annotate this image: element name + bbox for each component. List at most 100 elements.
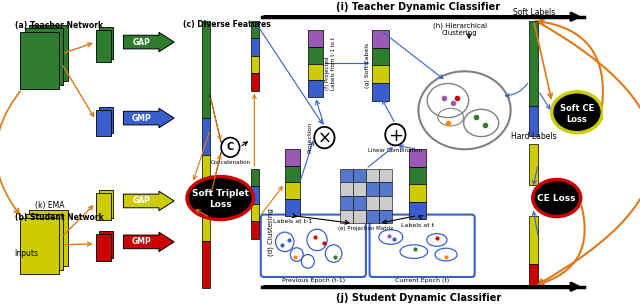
Text: GAP: GAP	[132, 38, 150, 47]
Bar	[99, 27, 113, 59]
Bar	[29, 210, 68, 266]
Text: GAP: GAP	[132, 196, 150, 206]
Bar	[366, 182, 379, 196]
Bar	[409, 184, 426, 202]
Bar	[285, 199, 300, 216]
Bar	[340, 210, 353, 223]
Bar	[285, 182, 300, 199]
Bar	[340, 182, 353, 196]
Text: (j) Student Dynamic Classifier: (j) Student Dynamic Classifier	[336, 292, 501, 302]
Bar	[96, 193, 111, 220]
Bar	[366, 210, 379, 223]
Bar	[251, 204, 259, 221]
Text: (d) Clustering: (d) Clustering	[268, 208, 274, 256]
Text: Labels at t: Labels at t	[401, 223, 434, 228]
Text: GMP: GMP	[131, 237, 151, 246]
Bar	[20, 218, 59, 274]
Bar	[409, 202, 426, 219]
Bar	[529, 144, 538, 185]
Bar	[251, 169, 259, 186]
Bar	[251, 21, 259, 38]
Bar	[372, 30, 389, 48]
Bar	[353, 210, 366, 223]
Text: C: C	[227, 142, 234, 152]
Bar	[202, 241, 210, 288]
Text: GMP: GMP	[131, 114, 151, 123]
Ellipse shape	[532, 179, 580, 216]
Bar	[353, 169, 366, 182]
Text: (k) EMA: (k) EMA	[35, 201, 65, 210]
Bar	[308, 80, 323, 97]
Text: (g) Soft Labels: (g) Soft Labels	[365, 43, 371, 88]
Text: (h) Hierarchical
Clustering: (h) Hierarchical Clustering	[433, 22, 487, 36]
Bar	[409, 167, 426, 184]
Text: Previous Epoch (t-1): Previous Epoch (t-1)	[282, 278, 345, 283]
Bar	[409, 149, 426, 167]
Bar	[251, 73, 259, 91]
Text: CE Loss: CE Loss	[538, 194, 576, 202]
Bar	[99, 107, 113, 133]
Bar	[353, 196, 366, 210]
Bar	[25, 28, 63, 85]
Bar	[366, 196, 379, 210]
Bar	[99, 231, 113, 258]
Bar	[251, 186, 259, 204]
Bar	[379, 182, 392, 196]
Circle shape	[385, 124, 406, 145]
Bar	[251, 56, 259, 73]
Bar	[379, 210, 392, 223]
Text: Current Epoch (t): Current Epoch (t)	[395, 278, 449, 283]
FancyBboxPatch shape	[369, 215, 475, 277]
Text: (e) Projection Matrix: (e) Projection Matrix	[338, 226, 394, 231]
Bar	[529, 106, 538, 136]
Bar	[29, 25, 68, 81]
Bar	[529, 264, 538, 286]
Bar	[372, 65, 389, 83]
Text: Soft Triplet: Soft Triplet	[192, 189, 249, 198]
Bar	[251, 221, 259, 239]
Text: +: +	[388, 127, 403, 145]
Polygon shape	[124, 108, 174, 128]
Bar	[99, 190, 113, 218]
Bar	[202, 155, 210, 241]
Bar	[285, 166, 300, 182]
Bar	[308, 30, 323, 47]
Polygon shape	[124, 32, 174, 52]
Text: Labels at t-1: Labels at t-1	[273, 219, 312, 224]
FancyBboxPatch shape	[260, 215, 366, 277]
Circle shape	[221, 138, 239, 157]
Bar	[372, 83, 389, 101]
Polygon shape	[124, 232, 174, 252]
Bar	[285, 149, 300, 166]
Ellipse shape	[552, 92, 602, 133]
Bar	[96, 110, 111, 136]
Text: Projection: Projection	[307, 122, 312, 153]
Text: Hard Labels: Hard Labels	[511, 132, 557, 140]
Ellipse shape	[419, 71, 511, 149]
Text: (i) Teacher Dynamic Classifier: (i) Teacher Dynamic Classifier	[337, 2, 500, 12]
Text: (c) Diverse Features: (c) Diverse Features	[183, 20, 271, 29]
Bar	[96, 234, 111, 261]
Bar	[25, 214, 63, 270]
Bar	[340, 169, 353, 182]
Bar	[379, 169, 392, 182]
Bar	[529, 21, 538, 106]
Ellipse shape	[187, 177, 253, 219]
Text: Concatenation: Concatenation	[211, 160, 250, 165]
Text: Soft CE: Soft CE	[560, 104, 594, 113]
Bar	[251, 38, 259, 56]
Text: (b) Student Network: (b) Student Network	[15, 212, 104, 222]
Bar	[96, 30, 111, 61]
Bar	[379, 196, 392, 210]
Bar	[366, 169, 379, 182]
Bar	[529, 216, 538, 264]
Text: (a) Teacher Network: (a) Teacher Network	[15, 21, 103, 29]
Polygon shape	[124, 191, 174, 211]
Bar	[20, 32, 59, 89]
Text: Linear Combination: Linear Combination	[369, 148, 422, 153]
Text: Loss: Loss	[566, 115, 588, 123]
Text: (f) Projected
Labels from t-1 to t: (f) Projected Labels from t-1 to t	[325, 37, 336, 90]
Text: Loss: Loss	[209, 200, 232, 209]
Bar	[353, 182, 366, 196]
Text: Soft Labels: Soft Labels	[513, 8, 555, 17]
